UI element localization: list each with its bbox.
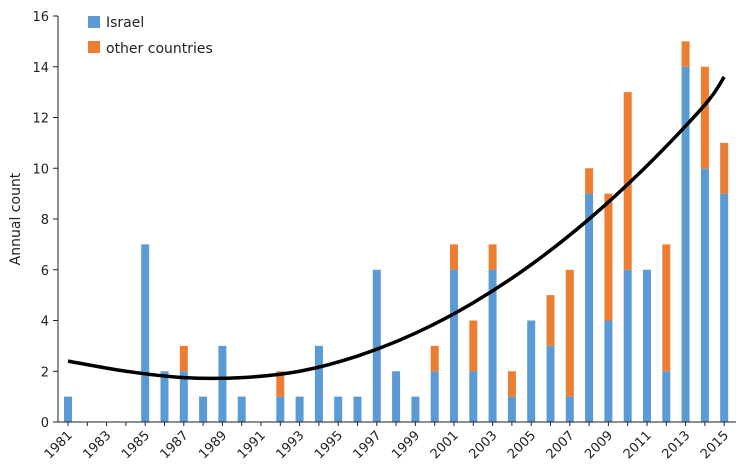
bar-other-2001 — [450, 244, 458, 270]
legend-swatch-israel — [88, 16, 100, 28]
bar-israel-1987 — [179, 371, 188, 422]
bar-israel-2001 — [450, 269, 458, 422]
legend-label-israel: Israel — [106, 15, 144, 31]
bar-israel-2014 — [700, 168, 709, 422]
x-tick-label: 1985 — [119, 428, 153, 462]
y-tick-label: 12 — [32, 112, 49, 127]
bar-other-1992 — [276, 371, 285, 397]
y-tick-label: 14 — [32, 61, 49, 76]
x-tick-label: 1999 — [389, 428, 423, 462]
bar-israel-1995 — [334, 396, 343, 422]
bar-other-2007 — [565, 269, 574, 397]
x-tick-label: 1989 — [196, 428, 230, 462]
x-tick-label: 1983 — [80, 428, 114, 462]
bar-israel-1989 — [218, 345, 227, 422]
bar-israel-1999 — [411, 396, 420, 422]
bar-israel-2008 — [585, 193, 594, 422]
bar-israel-2000 — [430, 371, 439, 422]
bar-other-2013 — [681, 41, 690, 67]
bar-israel-2005 — [527, 320, 536, 422]
x-tick-label: 2003 — [466, 428, 500, 462]
x-tick-label: 1987 — [158, 428, 192, 462]
bar-israel-2004 — [507, 396, 516, 422]
bar-israel-2003 — [488, 269, 497, 422]
bar-israel-2007 — [565, 396, 574, 422]
bar-israel-1985 — [141, 244, 150, 422]
x-tick-label: 1981 — [42, 428, 76, 462]
legend: Israel other countries — [88, 15, 213, 57]
bar-israel-1993 — [295, 396, 304, 422]
bar-israel-2006 — [546, 345, 555, 422]
x-tick-label: 2007 — [544, 428, 578, 462]
y-ticks: 0 2 4 6 8 10 12 14 16 — [32, 10, 58, 431]
x-tick-label: 2015 — [698, 428, 732, 462]
bar-israel-1986 — [160, 371, 169, 422]
bars-layer — [64, 41, 729, 422]
bar-other-2002 — [469, 320, 478, 372]
x-tick-label: 2001 — [428, 428, 462, 462]
trendline — [67, 75, 726, 381]
y-tick-label: 4 — [41, 315, 49, 330]
bar-other-2009 — [604, 193, 613, 321]
y-tick-label: 0 — [41, 416, 49, 431]
bar-other-2003 — [488, 244, 497, 270]
bar-israel-1990 — [237, 396, 246, 422]
y-tick-label: 10 — [32, 162, 49, 177]
y-tick-label: 6 — [41, 264, 49, 279]
y-tick-label: 2 — [41, 365, 49, 380]
legend-label-other: other countries — [106, 41, 213, 57]
bar-israel-2013 — [681, 66, 690, 422]
bar-israel-1988 — [199, 396, 208, 422]
x-tick-label: 2005 — [505, 428, 539, 462]
x-tick-label: 2013 — [659, 428, 693, 462]
x-tick-label: 1995 — [312, 428, 346, 462]
x-tick-label: 2009 — [582, 428, 616, 462]
bar-other-2015 — [720, 142, 729, 194]
x-ticks: 1981 1983 1985 1987 1989 1991 1993 1995 1997 1999… — [42, 422, 732, 462]
bar-other-2012 — [662, 244, 671, 372]
y-axis-title: Annual count — [8, 172, 24, 265]
x-tick-label: 1991 — [235, 428, 269, 462]
bar-israel-2012 — [662, 371, 671, 422]
y-tick-label: 16 — [32, 10, 49, 25]
x-tick-label: 1997 — [351, 428, 385, 462]
x-tick-label: 2011 — [621, 428, 655, 462]
bar-israel-2009 — [604, 320, 613, 422]
bar-israel-1994 — [314, 345, 323, 422]
bar-other-2000 — [430, 345, 439, 372]
x-tick-label: 1993 — [273, 428, 307, 462]
bar-other-2014 — [700, 66, 709, 169]
bar-other-2004 — [507, 371, 516, 397]
bar-israel-2010 — [623, 269, 632, 422]
bar-israel-1996 — [353, 396, 362, 422]
bar-other-2006 — [546, 295, 555, 346]
bar-israel-2011 — [643, 269, 651, 422]
bar-israel-2015 — [720, 193, 729, 422]
bar-israel-1998 — [392, 371, 401, 422]
axes-layer — [57, 16, 736, 423]
y-tick-label: 8 — [41, 213, 49, 228]
bar-other-2010 — [623, 92, 632, 270]
bar-other-2008 — [585, 168, 594, 194]
bar-israel-1992 — [276, 396, 285, 422]
legend-swatch-other — [88, 41, 100, 53]
bar-israel-1997 — [372, 269, 381, 422]
bar-israel-1981 — [64, 396, 72, 422]
bar-israel-2002 — [469, 371, 478, 422]
bar-other-1987 — [179, 345, 188, 372]
